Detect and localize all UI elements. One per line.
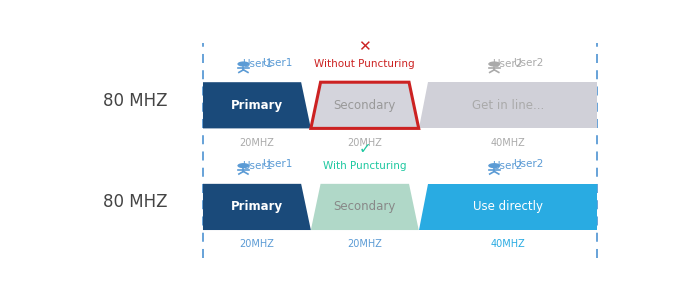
Text: 40MHZ: 40MHZ (491, 138, 525, 148)
Polygon shape (311, 82, 419, 128)
Text: 80 MHZ: 80 MHZ (103, 92, 168, 110)
Circle shape (488, 163, 500, 168)
Text: 20MHZ: 20MHZ (347, 239, 382, 249)
Text: Secondary: Secondary (333, 200, 396, 213)
Polygon shape (203, 184, 311, 230)
Text: User1: User1 (262, 159, 293, 170)
Polygon shape (419, 184, 596, 230)
Text: Use directly: Use directly (473, 200, 543, 213)
Text: Primary: Primary (231, 99, 283, 112)
Polygon shape (203, 82, 311, 128)
Text: 40MHZ: 40MHZ (491, 239, 525, 249)
Text: With Puncturing: With Puncturing (323, 161, 406, 171)
Circle shape (237, 163, 249, 168)
Text: Primary: Primary (231, 200, 283, 213)
Text: ✕: ✕ (358, 39, 371, 54)
Text: User1: User1 (262, 58, 293, 68)
Text: Get in line...: Get in line... (472, 99, 544, 112)
Text: User2: User2 (493, 59, 523, 70)
Text: 80 MHZ: 80 MHZ (103, 193, 168, 211)
Polygon shape (419, 82, 596, 128)
Text: Secondary: Secondary (333, 99, 396, 112)
Text: Without Puncturing: Without Puncturing (315, 59, 415, 70)
Text: User2: User2 (513, 58, 544, 68)
Text: User1: User1 (242, 161, 272, 171)
Circle shape (488, 61, 500, 67)
Text: 20MHZ: 20MHZ (239, 239, 274, 249)
Text: ✓: ✓ (358, 140, 371, 155)
Polygon shape (311, 184, 419, 230)
Text: User2: User2 (513, 159, 544, 170)
Text: User2: User2 (493, 161, 523, 171)
Text: 20MHZ: 20MHZ (347, 138, 382, 148)
Text: 20MHZ: 20MHZ (239, 138, 274, 148)
Text: User1: User1 (242, 59, 272, 70)
Circle shape (237, 61, 249, 67)
